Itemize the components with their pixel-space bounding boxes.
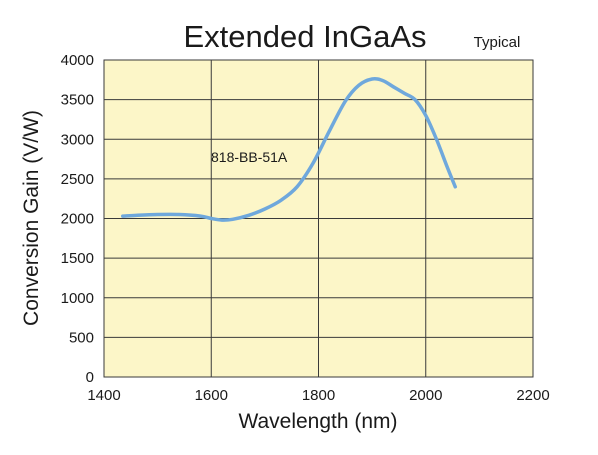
plot-frame — [103, 59, 534, 378]
y-tick-label: 2000 — [61, 211, 94, 228]
x-tick-label: 2200 — [516, 387, 549, 404]
series-layer — [121, 76, 457, 222]
y-tick-label: 500 — [69, 329, 94, 346]
chart-subtitle: Typical — [474, 34, 521, 51]
tick-labels: 1400 1600 1800 2000 2200 0 500 1000 1500 2000 2500… — [61, 52, 550, 404]
y-tick-label: 3500 — [61, 92, 94, 109]
y-tick-label: 2500 — [61, 171, 94, 188]
x-tick-label: 2000 — [409, 387, 442, 404]
y-axis-title: Conversion Gain (V/W) — [20, 110, 43, 326]
y-tick-label: 1000 — [61, 290, 94, 307]
x-tick-label: 1400 — [87, 387, 120, 404]
chart-title: Extended InGaAs — [184, 19, 427, 54]
x-tick-label: 1600 — [195, 387, 228, 404]
y-tick-label: 4000 — [61, 52, 94, 69]
x-axis-title: Wavelength (nm) — [238, 410, 397, 433]
series-annotation: 818-BB-51A — [211, 149, 288, 165]
series-line — [121, 76, 457, 222]
x-tick-label: 1800 — [302, 387, 335, 404]
y-tick-label: 3000 — [61, 131, 94, 148]
y-tick-label: 0 — [86, 369, 94, 386]
y-tick-label: 1500 — [61, 250, 94, 267]
